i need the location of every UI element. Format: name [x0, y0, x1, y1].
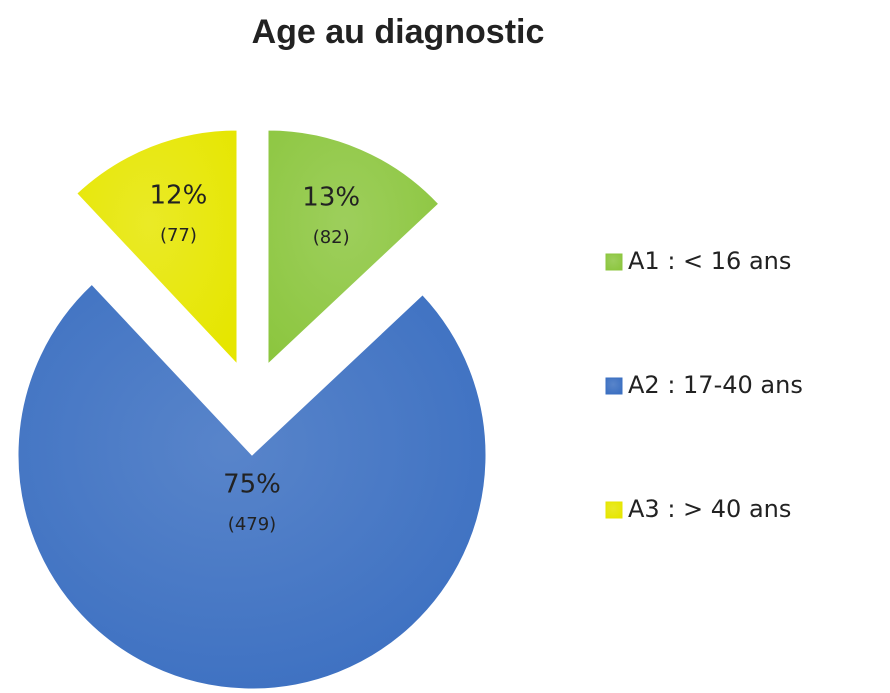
legend-swatch: [605, 501, 623, 519]
pie-slice: [76, 129, 238, 366]
count-label: (82): [313, 227, 350, 248]
count-label: (479): [228, 514, 276, 535]
legend-swatch: [605, 253, 623, 271]
chart-title: Age au diagnostic: [252, 13, 545, 51]
legend-label: A3 : > 40 ans: [628, 495, 791, 523]
value-label: 13%: [302, 182, 360, 212]
legend-swatch: [605, 377, 623, 395]
value-label: 75%: [223, 470, 281, 500]
count-label: (77): [160, 225, 197, 246]
pie-slice: [267, 129, 440, 366]
legend-label: A2 : 17-40 ans: [628, 371, 803, 399]
value-label: 12%: [150, 181, 208, 211]
legend-label: A1 : < 16 ans: [628, 247, 791, 275]
